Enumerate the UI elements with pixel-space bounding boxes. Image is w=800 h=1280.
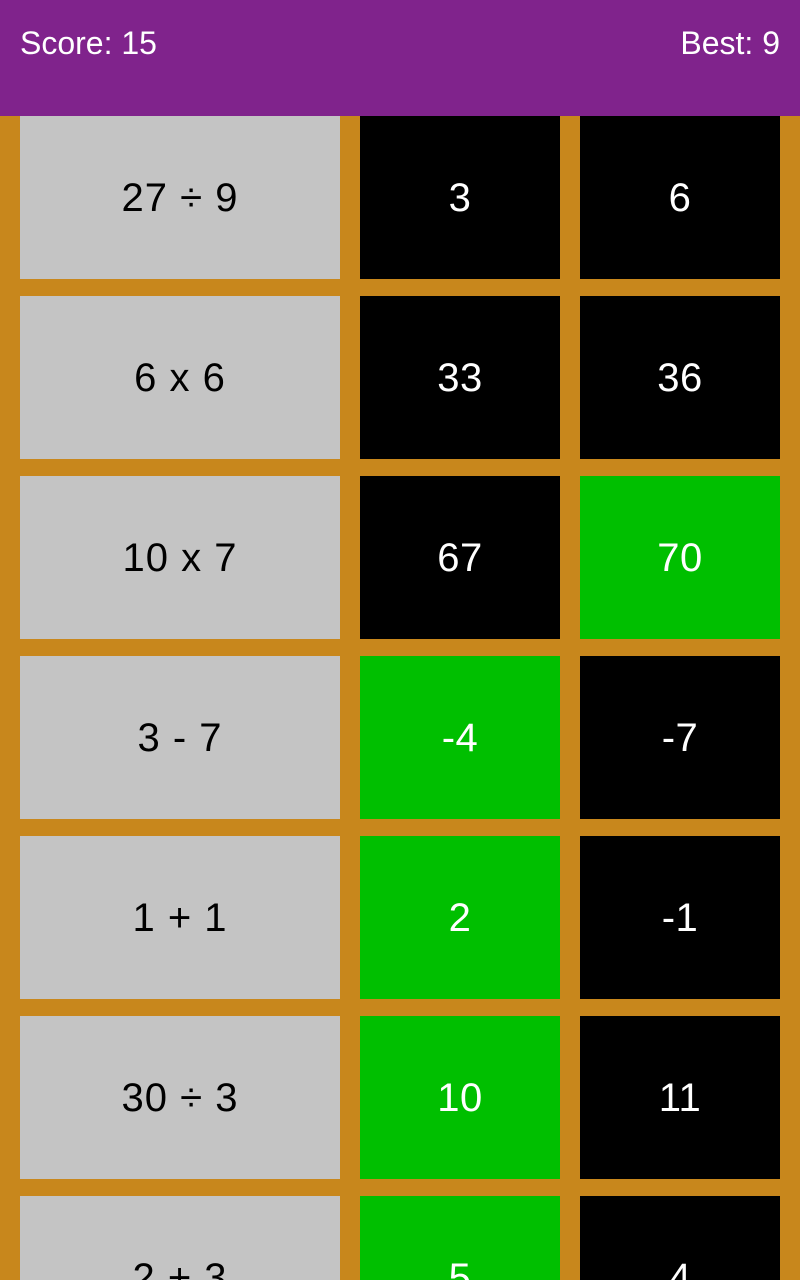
answer-text: -4 <box>441 715 479 760</box>
answer-text: 5 <box>448 1255 472 1280</box>
answer-tile[interactable]: 70 <box>580 476 780 639</box>
answer-text: 70 <box>657 535 703 580</box>
question-text: 27 ÷ 9 <box>121 175 239 220</box>
answer-text: 36 <box>657 355 703 400</box>
answer-text: -7 <box>661 715 699 760</box>
score-display: Score: 15 <box>20 25 157 61</box>
question-text: 10 x 7 <box>122 535 238 580</box>
question-tile: 3 - 7 <box>20 656 340 819</box>
answer-tile[interactable]: 10 <box>360 1016 560 1179</box>
answer-text: 67 <box>437 535 483 580</box>
answer-text: 10 <box>437 1075 483 1120</box>
answer-text: 2 <box>448 895 472 940</box>
answer-tile[interactable]: -4 <box>360 656 560 819</box>
answer-tile[interactable]: -7 <box>580 656 780 819</box>
answer-text: 3 <box>448 175 472 220</box>
answer-tile[interactable]: 67 <box>360 476 560 639</box>
question-tile: 1 + 1 <box>20 836 340 999</box>
question-row: 1 + 1 2 -1 <box>0 836 800 1016</box>
score-bar: Score: 15 Best: 9 <box>0 0 800 116</box>
answer-tile[interactable]: 11 <box>580 1016 780 1179</box>
question-text: 30 ÷ 3 <box>121 1075 239 1120</box>
answer-tile[interactable]: 2 <box>360 836 560 999</box>
answer-text: 11 <box>658 1075 702 1120</box>
question-text: 1 + 1 <box>132 895 228 940</box>
answer-tile[interactable]: 3 <box>360 116 560 279</box>
question-tile: 2 + 3 <box>20 1196 340 1280</box>
answer-tile[interactable]: 33 <box>360 296 560 459</box>
question-tile: 10 x 7 <box>20 476 340 639</box>
question-row: 27 ÷ 9 3 6 <box>0 116 800 296</box>
question-row: 2 + 3 5 4 <box>0 1196 800 1280</box>
question-text: 2 + 3 <box>132 1255 228 1280</box>
answer-text: 33 <box>437 355 483 400</box>
question-row: 30 ÷ 3 10 11 <box>0 1016 800 1196</box>
answer-text: 4 <box>668 1255 692 1280</box>
answer-text: -1 <box>661 895 699 940</box>
answer-tile[interactable]: 5 <box>360 1196 560 1280</box>
question-row: 6 x 6 33 36 <box>0 296 800 476</box>
answer-text: 6 <box>668 175 692 220</box>
best-score-display: Best: 9 <box>680 25 780 61</box>
answer-tile[interactable]: 6 <box>580 116 780 279</box>
question-tile: 27 ÷ 9 <box>20 116 340 279</box>
question-tile: 30 ÷ 3 <box>20 1016 340 1179</box>
question-row: 3 - 7 -4 -7 <box>0 656 800 836</box>
question-tile: 6 x 6 <box>20 296 340 459</box>
question-row: 10 x 7 67 70 <box>0 476 800 656</box>
answer-tile[interactable]: 4 <box>580 1196 780 1280</box>
answer-tile[interactable]: 36 <box>580 296 780 459</box>
answer-tile[interactable]: -1 <box>580 836 780 999</box>
question-text: 3 - 7 <box>137 715 223 760</box>
question-text: 6 x 6 <box>134 355 226 400</box>
